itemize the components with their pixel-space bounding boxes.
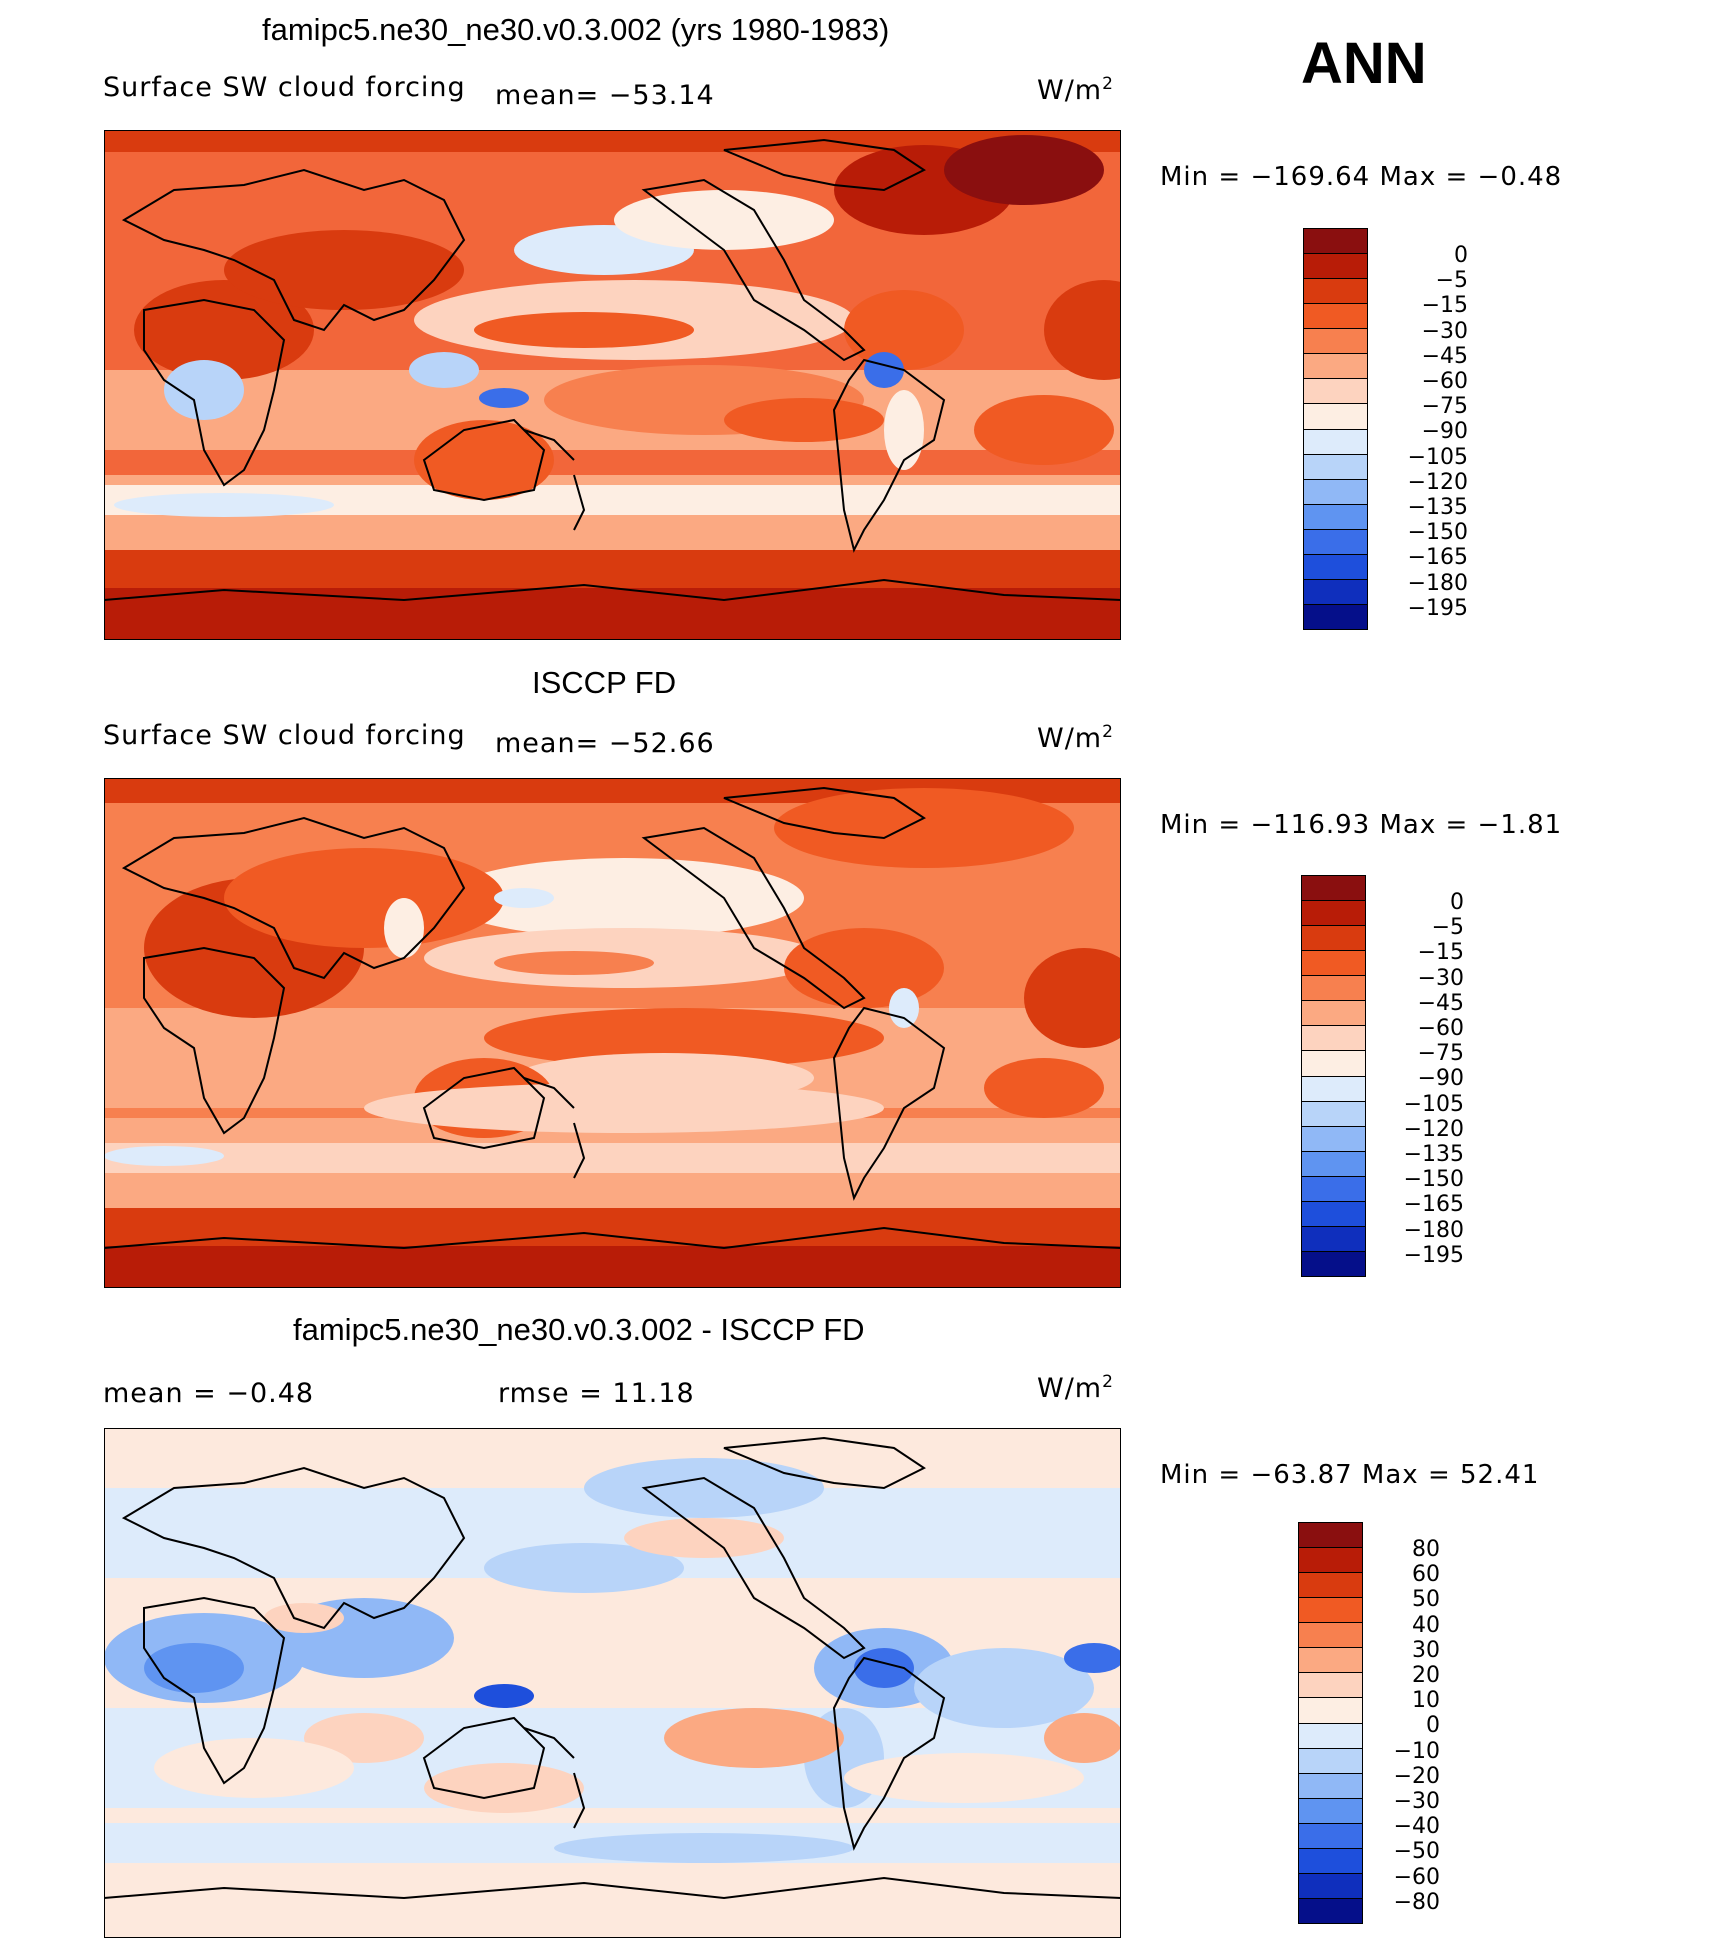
- colorbar-2-swatch: [1302, 1076, 1365, 1102]
- panel-1-colorbar: [1303, 228, 1368, 630]
- colorbar-1-swatch: [1304, 579, 1367, 605]
- panel-2-colorbar-labels: 0 −5 −15 −30 −45 −60 −75 −90 −105 −120 −135 −150 −16…: [1403, 890, 1464, 1268]
- colorbar-1-swatch: [1304, 254, 1367, 280]
- colorbar-2-swatch: [1302, 1251, 1365, 1276]
- colorbar-2-swatch: [1302, 1201, 1365, 1227]
- colorbar-3-swatch: [1299, 1573, 1362, 1599]
- colorbar-1-swatch: [1304, 454, 1367, 480]
- colorbar-1-swatch: [1304, 429, 1367, 455]
- colorbar-2-swatch: [1302, 1126, 1365, 1152]
- panel-2-mean: mean= −52.66: [495, 728, 715, 759]
- colorbar-1-swatch: [1304, 479, 1367, 505]
- colorbar-3-swatch: [1299, 1798, 1362, 1824]
- panel-1-colorbar-labels: 0 −5 −15 −30 −45 −60 −75 −90 −105 −120 −135 −150 −16…: [1407, 243, 1468, 621]
- panel-2-title: ISCCP FD: [532, 665, 677, 700]
- colorbar-2-swatch: [1302, 951, 1365, 977]
- colorbar-2-swatch: [1302, 876, 1365, 902]
- colorbar-2-swatch: [1302, 1226, 1365, 1252]
- colorbar-2-swatch: [1302, 1051, 1365, 1077]
- colorbar-1-swatch: [1304, 404, 1367, 430]
- panel-3-map: [104, 1428, 1121, 1938]
- panel-1-units: W/m2: [1037, 74, 1114, 106]
- panel-2-map: [104, 778, 1121, 1288]
- colorbar-2-swatch: [1302, 901, 1365, 927]
- colorbar-2-swatch: [1302, 926, 1365, 952]
- colorbar-3-swatch: [1299, 1598, 1362, 1624]
- colorbar-2-swatch: [1302, 1151, 1365, 1177]
- colorbar-1-swatch: [1304, 379, 1367, 405]
- panel-3-colorbar: [1298, 1522, 1363, 1924]
- panel-2-minmax: Min = −116.93 Max = −1.81: [1160, 810, 1563, 840]
- colorbar-2-swatch: [1302, 1001, 1365, 1027]
- colorbar-3-swatch: [1299, 1723, 1362, 1749]
- colorbar-1-swatch: [1304, 229, 1367, 255]
- colorbar-3-swatch: [1299, 1523, 1362, 1549]
- colorbar-1-swatch: [1304, 329, 1367, 355]
- panel-3-rmse: rmse = 11.18: [498, 1378, 695, 1409]
- panel-1-map: [104, 130, 1121, 640]
- colorbar-2-swatch: [1302, 1176, 1365, 1202]
- colorbar-3-swatch: [1299, 1823, 1362, 1849]
- colorbar-3-swatch: [1299, 1848, 1362, 1874]
- season-label: ANN: [1301, 31, 1427, 96]
- colorbar-3-swatch: [1299, 1898, 1362, 1923]
- panel-1-mean: mean= −53.14: [495, 80, 715, 111]
- colorbar-1-swatch: [1304, 529, 1367, 555]
- panel-2-variable-label: Surface SW cloud forcing: [103, 720, 466, 751]
- panel-2-units: W/m2: [1037, 722, 1114, 754]
- colorbar-1-swatch: [1304, 554, 1367, 580]
- colorbar-2-swatch: [1302, 1101, 1365, 1127]
- colorbar-2-swatch: [1302, 976, 1365, 1002]
- panel-3-title: famipc5.ne30_ne30.v0.3.002 - ISCCP FD: [293, 1312, 865, 1347]
- panel-1-minmax: Min = −169.64 Max = −0.48: [1160, 162, 1563, 192]
- colorbar-1-swatch: [1304, 279, 1367, 305]
- panel-1-title: famipc5.ne30_ne30.v0.3.002 (yrs 1980-198…: [262, 12, 890, 47]
- panel-3-colorbar-labels: 80 60 50 40 30 20 10 0 −10 −20 −30 −40 −50 −60 −80: [1393, 1537, 1440, 1915]
- colorbar-3-swatch: [1299, 1648, 1362, 1674]
- colorbar-1-swatch: [1304, 504, 1367, 530]
- panel-1-variable-label: Surface SW cloud forcing: [103, 72, 466, 103]
- colorbar-2-swatch: [1302, 1026, 1365, 1052]
- panel-3-mean: mean = −0.48: [103, 1378, 315, 1409]
- colorbar-3-swatch: [1299, 1623, 1362, 1649]
- panel-2-colorbar: [1301, 875, 1366, 1277]
- colorbar-3-swatch: [1299, 1673, 1362, 1699]
- colorbar-3-swatch: [1299, 1773, 1362, 1799]
- colorbar-3-swatch: [1299, 1873, 1362, 1899]
- colorbar-1-swatch: [1304, 304, 1367, 330]
- panel-3-units: W/m2: [1037, 1372, 1114, 1404]
- colorbar-3-swatch: [1299, 1748, 1362, 1774]
- colorbar-1-swatch: [1304, 354, 1367, 380]
- colorbar-3-swatch: [1299, 1548, 1362, 1574]
- colorbar-3-swatch: [1299, 1698, 1362, 1724]
- panel-3-minmax: Min = −63.87 Max = 52.41: [1160, 1460, 1540, 1490]
- colorbar-1-swatch: [1304, 604, 1367, 629]
